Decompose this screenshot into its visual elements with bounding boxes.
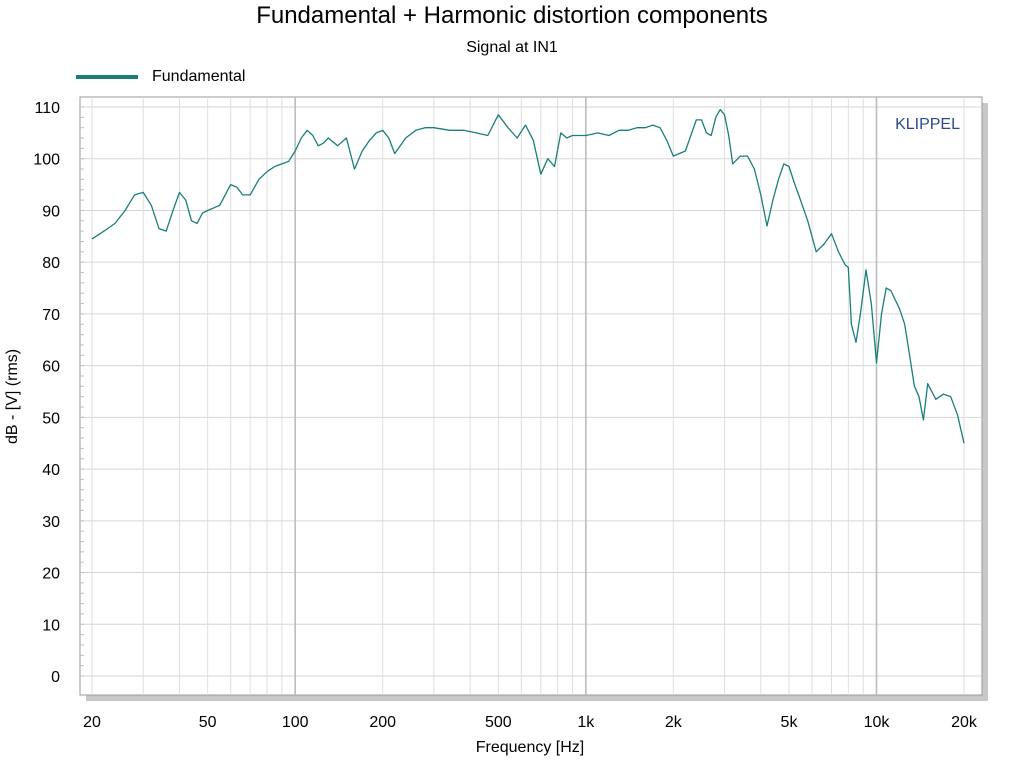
y-tick-label-40: 40 (42, 462, 60, 479)
series-group (91, 108, 965, 444)
klippel-watermark: KLIPPEL (895, 116, 960, 133)
series-line-fundamental (91, 108, 965, 444)
y-tick-label-10: 10 (42, 617, 60, 634)
y-tick-label-50: 50 (42, 410, 60, 427)
x-tick-label-1k: 1k (577, 714, 595, 731)
y-tick-label-110: 110 (34, 100, 60, 117)
y-tick-label-100: 100 (33, 152, 60, 169)
x-tick-label-100: 100 (282, 714, 309, 731)
y-tick-label-60: 60 (42, 359, 60, 376)
chart-subtitle: Signal at IN1 (466, 39, 558, 56)
x-tick-label-2k: 2k (665, 714, 683, 731)
x-tick-label-50: 50 (199, 714, 217, 731)
x-ticks: 20 50 100 200 500 1k 2k 5k 10k 20k (83, 714, 978, 731)
y-tick-label-20: 20 (42, 566, 60, 583)
y-ticks: 0 10 20 30 40 50 60 70 80 90 100 110 (33, 100, 60, 686)
plot-area (79, 96, 983, 696)
y-tick-label-0: 0 (51, 669, 60, 686)
y-tick-label-30: 30 (42, 514, 60, 531)
x-tick-label-5k: 5k (781, 714, 799, 731)
x-tick-label-20k: 20k (951, 714, 978, 731)
legend-swatch-fundamental (76, 75, 138, 79)
chart-title: Fundamental + Harmonic distortion compon… (256, 2, 768, 29)
x-tick-label-10k: 10k (864, 714, 891, 731)
y-tick-label-80: 80 (42, 255, 60, 272)
y-tick-label-70: 70 (42, 307, 60, 324)
x-tick-label-500: 500 (485, 714, 512, 731)
x-tick-label-200: 200 (369, 714, 396, 731)
legend-label-fundamental: Fundamental (152, 68, 246, 85)
y-tick-label-90: 90 (42, 203, 60, 220)
x-tick-label-20: 20 (83, 714, 101, 731)
legend: Fundamental (76, 66, 245, 88)
x-axis-label: Frequency [Hz] (475, 739, 585, 756)
grid (80, 97, 982, 695)
